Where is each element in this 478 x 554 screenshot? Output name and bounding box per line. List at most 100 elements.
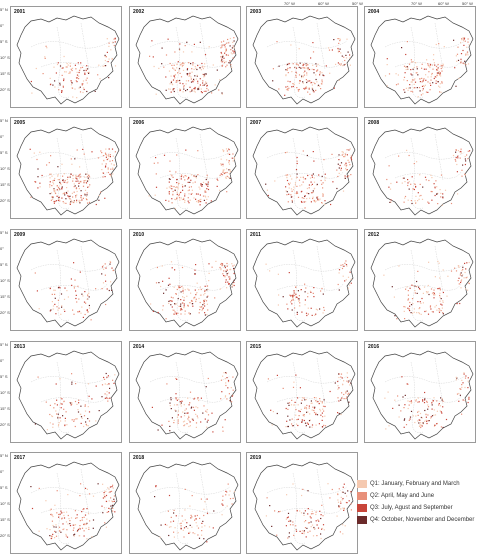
fire-point bbox=[154, 496, 156, 498]
map-panel-2014: 2014 bbox=[129, 341, 241, 443]
amazon-map bbox=[135, 15, 239, 105]
fire-point bbox=[304, 527, 307, 529]
fire-point bbox=[407, 400, 409, 402]
fire-point bbox=[319, 71, 321, 73]
fire-point bbox=[467, 41, 469, 43]
fire-point bbox=[199, 294, 202, 296]
fire-point bbox=[195, 300, 197, 302]
fire-point bbox=[343, 64, 345, 66]
fire-point bbox=[456, 53, 459, 55]
fire-point bbox=[232, 283, 234, 286]
fire-point bbox=[455, 151, 457, 153]
fire-point bbox=[312, 42, 314, 44]
fire-point bbox=[189, 199, 191, 201]
fire-point bbox=[291, 303, 293, 305]
fire-point bbox=[404, 394, 406, 396]
fire-point bbox=[272, 80, 274, 82]
fire-point bbox=[440, 303, 442, 305]
fire-point bbox=[176, 191, 178, 193]
state-boundary bbox=[394, 395, 462, 403]
fire-point bbox=[195, 298, 197, 300]
fire-point bbox=[342, 153, 344, 155]
fire-point bbox=[173, 186, 175, 188]
fire-point bbox=[195, 193, 198, 195]
fire-point bbox=[409, 305, 411, 307]
fire-point bbox=[306, 187, 308, 190]
fire-point bbox=[69, 71, 71, 73]
fire-point bbox=[71, 67, 74, 69]
fire-point bbox=[439, 296, 441, 298]
fire-point bbox=[83, 535, 85, 537]
fire-point bbox=[292, 85, 294, 88]
fire-point bbox=[220, 268, 222, 270]
fire-point bbox=[312, 196, 314, 198]
map-panel-2011: 2011 bbox=[246, 229, 358, 331]
fire-point bbox=[170, 261, 173, 263]
fire-point bbox=[295, 293, 297, 295]
amazon-map bbox=[16, 350, 120, 440]
fire-point bbox=[345, 162, 347, 164]
fire-point bbox=[309, 413, 311, 415]
fire-point bbox=[340, 502, 342, 504]
fire-point bbox=[344, 175, 346, 177]
fire-point bbox=[315, 513, 317, 516]
fire-point bbox=[307, 91, 309, 93]
fire-point bbox=[417, 397, 419, 399]
fire-point bbox=[434, 276, 436, 278]
fire-point bbox=[341, 397, 343, 399]
fire-point bbox=[83, 425, 85, 428]
fire-point bbox=[401, 47, 403, 49]
fire-point bbox=[64, 424, 66, 426]
fire-point bbox=[464, 262, 466, 264]
fire-point bbox=[343, 380, 345, 382]
fire-point bbox=[291, 399, 293, 401]
fire-point bbox=[80, 196, 82, 198]
fire-point bbox=[441, 399, 443, 401]
fire-point bbox=[79, 495, 81, 497]
fire-point bbox=[183, 404, 185, 406]
fire-point bbox=[284, 152, 287, 154]
fire-point bbox=[315, 78, 317, 81]
fire-point bbox=[348, 500, 350, 502]
fire-point bbox=[345, 54, 347, 56]
fire-point bbox=[188, 419, 190, 421]
fire-point bbox=[61, 512, 63, 514]
fire-point bbox=[75, 418, 77, 420]
fire-point bbox=[229, 268, 231, 271]
fire-point bbox=[88, 304, 90, 307]
fire-point bbox=[71, 284, 73, 286]
legend-swatch-q4 bbox=[357, 516, 367, 524]
fire-point bbox=[165, 199, 167, 201]
fire-point bbox=[298, 179, 301, 181]
fire-point bbox=[171, 198, 173, 200]
fire-point bbox=[103, 378, 106, 380]
year-label: 2016 bbox=[368, 344, 380, 350]
fire-point bbox=[194, 88, 197, 90]
fire-point bbox=[174, 311, 176, 313]
fire-point bbox=[429, 82, 431, 84]
fire-point bbox=[292, 189, 295, 191]
fire-point bbox=[66, 511, 68, 513]
fire-point bbox=[188, 425, 190, 428]
fire-point bbox=[207, 181, 209, 183]
fire-point bbox=[285, 426, 287, 428]
fire-point bbox=[186, 69, 188, 71]
fire-point bbox=[274, 510, 276, 512]
fire-point bbox=[66, 178, 68, 181]
fire-point bbox=[342, 524, 344, 526]
fire-point bbox=[79, 271, 81, 273]
fire-point bbox=[223, 62, 226, 64]
fire-point bbox=[220, 262, 223, 265]
fire-point bbox=[346, 176, 348, 178]
fire-point bbox=[460, 62, 462, 64]
fire-point bbox=[297, 90, 300, 92]
fire-point bbox=[231, 263, 233, 265]
fire-point bbox=[436, 423, 438, 425]
fire-point bbox=[221, 514, 223, 516]
fire-point bbox=[194, 296, 196, 298]
basin-boundary bbox=[370, 15, 474, 105]
fire-point bbox=[307, 531, 309, 533]
fire-point bbox=[202, 520, 204, 522]
fire-point bbox=[341, 55, 343, 57]
fire-point bbox=[459, 388, 461, 390]
